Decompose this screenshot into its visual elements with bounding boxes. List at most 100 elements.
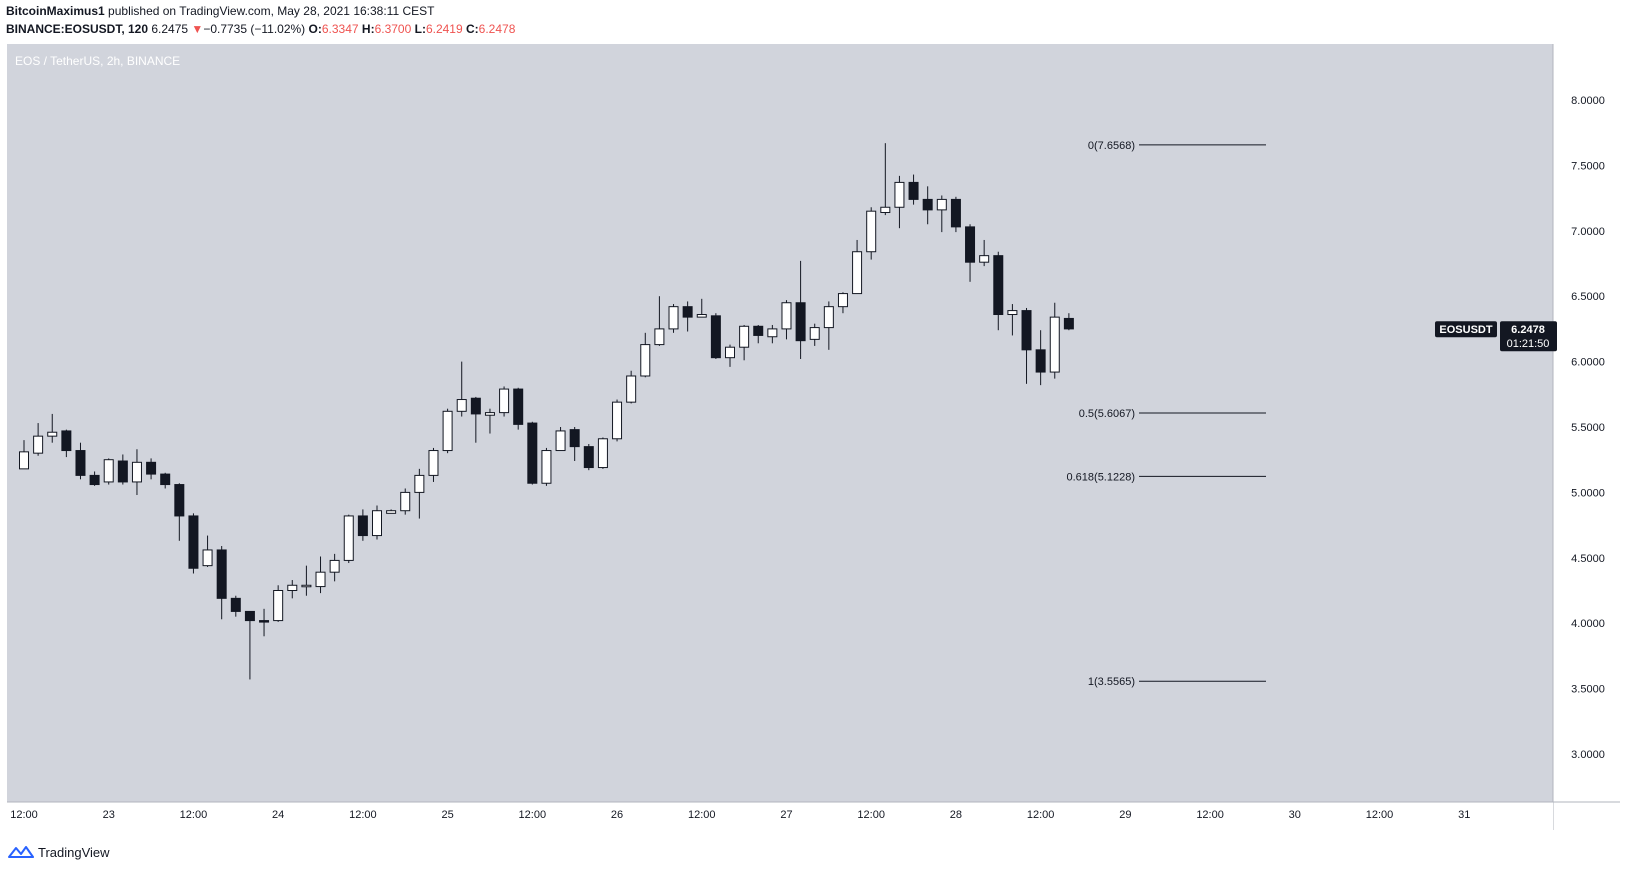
brand-name[interactable]: TradingView <box>38 844 110 860</box>
candle-body-down <box>753 325 764 336</box>
x-tick-label: 12:00 <box>519 809 547 821</box>
candle <box>823 301 834 350</box>
candle <box>979 239 990 267</box>
y-tick-label: 6.0000 <box>1571 357 1605 369</box>
x-tick-label: 12:00 <box>180 809 208 821</box>
candle <box>1021 307 1032 384</box>
fib-level[interactable]: 1(3.5565) <box>1088 676 1266 688</box>
candle-body-up <box>781 302 792 330</box>
fib-label: 0.618(5.1228) <box>1067 471 1136 483</box>
candle-body-up <box>668 306 679 330</box>
candle <box>555 427 566 452</box>
time-axis[interactable] <box>7 802 1553 830</box>
candle-body-down <box>513 388 524 425</box>
y-axis-ticks: 8.0000 7.5000 7.0000 6.5000 6.0000 5.5000 5.00… <box>1571 95 1605 761</box>
candle-body-up <box>626 375 637 403</box>
open-label: O: <box>308 22 322 36</box>
candle-body-up <box>866 210 877 253</box>
candle <box>244 610 255 680</box>
candle-body-down <box>1021 310 1032 351</box>
candle-body-down <box>993 255 1004 316</box>
footer: TradingView <box>8 841 110 863</box>
candle <box>640 332 651 378</box>
high-label: H: <box>361 22 375 36</box>
x-tick-label: 12:00 <box>349 809 377 821</box>
candle <box>61 429 72 458</box>
candle-body-down <box>527 422 538 484</box>
candle <box>880 143 891 216</box>
candle-body-down <box>470 397 481 415</box>
fib-label: 0(7.6568) <box>1088 140 1135 152</box>
candle <box>386 509 397 514</box>
candle <box>117 454 128 485</box>
y-tick-label: 6.5000 <box>1571 291 1605 303</box>
candle-body-up <box>894 181 905 208</box>
down-arrow-icon: ▼ <box>191 22 204 36</box>
candle-body-up <box>640 344 651 377</box>
candle <box>131 449 142 496</box>
candle-body-up <box>47 431 58 437</box>
candle <box>357 509 368 541</box>
candle-body-down <box>61 430 72 452</box>
candle-body-up <box>428 450 439 476</box>
candle <box>1007 304 1018 336</box>
candle-body-down <box>950 198 961 228</box>
author-name[interactable]: BitcoinMaximus1 <box>6 4 105 18</box>
candle <box>809 323 820 346</box>
candle-body-down <box>259 620 270 623</box>
candle-body-up <box>979 255 990 263</box>
fib-level[interactable]: 0.5(5.6067) <box>1079 408 1266 420</box>
candle <box>89 471 100 486</box>
candle-body-up <box>597 438 608 469</box>
candle <box>612 399 623 442</box>
publish-info: BitcoinMaximus1 published on TradingView… <box>6 4 434 18</box>
price-tag-value: 6.2478 <box>1511 324 1545 336</box>
candle <box>725 344 735 367</box>
high-value: 6.3700 <box>374 22 412 36</box>
candle <box>400 488 411 515</box>
candle-body-up <box>202 549 213 567</box>
low-value: 6.2419 <box>425 22 463 36</box>
y-tick-label: 3.5000 <box>1571 684 1605 696</box>
candle <box>922 186 933 225</box>
candle <box>696 298 707 318</box>
x-tick-label: 23 <box>103 809 115 821</box>
publish-text: published on TradingView.com, May 28, 20… <box>108 4 435 18</box>
candle <box>626 370 637 404</box>
candle <box>781 300 792 340</box>
candle <box>428 447 439 482</box>
candle-body-up <box>880 206 891 213</box>
candle-body-down <box>569 429 580 448</box>
tradingview-logo-icon[interactable] <box>8 845 34 859</box>
candle-body-up <box>287 584 298 592</box>
candle <box>259 608 270 637</box>
candle <box>343 514 354 564</box>
candle-body-down <box>230 597 241 612</box>
candle <box>583 444 594 471</box>
plot-background[interactable] <box>7 44 1553 802</box>
candle <box>597 437 608 469</box>
ohlc-legend: BINANCE:EOSUSDT, 120 6.2475 ▼−0.7735 (−1… <box>6 22 515 36</box>
x-tick-label: 29 <box>1119 809 1131 821</box>
candle <box>287 580 298 599</box>
price-axis[interactable] <box>1553 44 1620 802</box>
y-tick-label: 7.0000 <box>1571 226 1605 238</box>
candle <box>414 468 425 519</box>
candle <box>174 483 185 541</box>
close-value: 6.2478 <box>478 22 516 36</box>
fib-level[interactable]: 0.618(5.1228) <box>1067 471 1267 483</box>
candle-body-up <box>372 510 382 537</box>
last-price-tag: EOSUSDT 6.2478 01:21:50 <box>1435 321 1557 352</box>
candle <box>936 195 947 233</box>
close-label: C: <box>466 22 479 36</box>
y-tick-label: 7.5000 <box>1571 160 1605 172</box>
last-price: 6.2475 <box>151 22 189 36</box>
candle-body-down <box>188 515 199 569</box>
candle <box>852 239 863 295</box>
candle-body-down <box>583 446 594 469</box>
fib-level[interactable]: 0(7.6568) <box>1088 140 1266 152</box>
symbol-label: BINANCE:EOSUSDT, 120 <box>6 22 149 36</box>
candle-body-up <box>555 430 566 452</box>
